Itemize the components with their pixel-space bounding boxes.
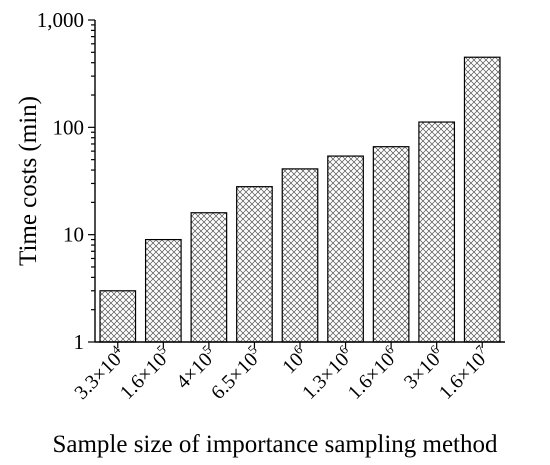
x-tick-label-2: 1.6×105 <box>114 342 176 404</box>
x-tick-label-4: 6.5×105 <box>205 342 267 404</box>
bar-8 <box>418 121 456 343</box>
y-tick-label-4: 1,000 <box>37 8 84 32</box>
x-axis-title: Sample size of importance sampling metho… <box>52 431 498 458</box>
x-tick-label-7: 1.6×106 <box>342 342 404 404</box>
bar-2 <box>144 238 182 343</box>
y-tick-label-2: 10 <box>63 223 84 247</box>
bar-6 <box>327 155 364 343</box>
x-tick-label-5: 106 <box>276 342 313 379</box>
bars <box>99 56 501 343</box>
y-ticks: 1 10 100 1,000 <box>37 8 95 354</box>
bar-1 <box>99 290 137 343</box>
y-tick-label-1: 1 <box>74 330 85 354</box>
bar-4 <box>236 186 273 343</box>
y-axis-title: Time costs (min) <box>15 96 42 266</box>
bar-3 <box>190 212 228 343</box>
bar-5 <box>281 168 319 343</box>
bar-9 <box>463 56 501 343</box>
bar-7 <box>372 146 410 343</box>
y-tick-label-3: 100 <box>53 115 85 139</box>
x-tick-label-9: 1.6×107 <box>433 342 495 404</box>
